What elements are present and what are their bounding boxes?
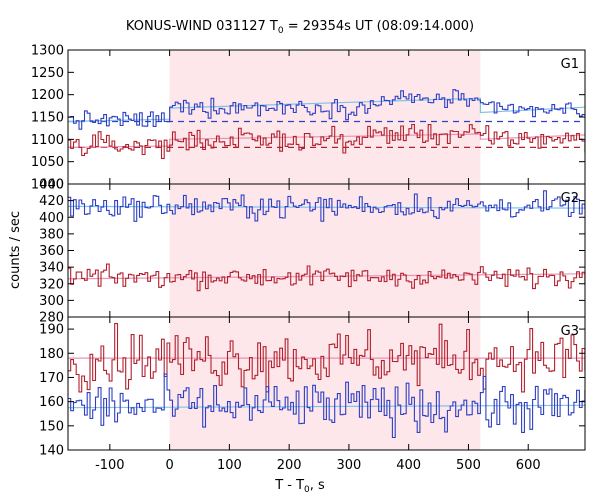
y-tick-label: 150 [39, 419, 64, 434]
chart-title-main: KONUS-WIND 031127 T [125, 19, 278, 34]
x-tick-label: -100 [95, 458, 125, 473]
panel-g1: 1000 1050 1100 1150 1200 1250 1300 G1 [31, 44, 586, 193]
series-trace-blue [68, 190, 586, 222]
y-tick-label: 1100 [31, 133, 64, 148]
fit-line-red [67, 273, 586, 280]
y-tick-label: 280 [39, 311, 64, 326]
x-tick-label: 500 [456, 458, 481, 473]
chart-title-subscript: 0 [277, 26, 284, 36]
panel-frame [67, 316, 586, 451]
panel-label: G2 [561, 191, 579, 206]
x-tick-label: 200 [277, 458, 302, 473]
y-tick-label: 1250 [31, 66, 64, 81]
panel-label: G1 [561, 57, 579, 72]
x-axis-label-rest: , s [309, 478, 325, 493]
series-trace-red [68, 263, 586, 292]
x-axis-label-main: T - T [275, 478, 305, 493]
y-tick-label: 190 [39, 323, 64, 338]
y-tick-label: 380 [39, 227, 64, 242]
x-axis-label: T - T0, s [0, 478, 600, 495]
series-trace-blue [68, 89, 586, 130]
y-tick-label: 440 [39, 178, 64, 193]
series-trace-red [68, 323, 586, 393]
y-tick-label: 1050 [31, 155, 64, 170]
panel-label: G3 [561, 324, 579, 339]
chart-title: KONUS-WIND 031127 T0 = 29354s UT (08:09:… [0, 19, 600, 36]
y-tick-label: 1200 [31, 88, 64, 103]
panel-g3: 140 150 160 170 180 190 G3 [39, 316, 586, 459]
y-tick-label: 160 [39, 395, 64, 410]
y-tick-label: 140 [39, 444, 64, 459]
x-tick-label: 300 [336, 458, 361, 473]
y-tick-label: 340 [39, 261, 64, 276]
highlight-interval [169, 50, 481, 450]
x-axis-label-subscript: 0 [304, 485, 310, 495]
series-trace-red [68, 123, 586, 160]
y-tick-label: 1000 [31, 178, 64, 193]
x-tick-label: 400 [396, 458, 421, 473]
y-tick-label: 170 [39, 371, 64, 386]
x-tick-label: 100 [217, 458, 242, 473]
y-tick-label: 360 [39, 244, 64, 259]
chart-title-rest: = 29354s UT (08:09:14.000) [283, 19, 475, 34]
series-trace-blue [68, 373, 586, 439]
y-tick-label: 400 [39, 211, 64, 226]
y-tick-label: 1300 [31, 44, 64, 59]
y-tick-label: 180 [39, 347, 64, 362]
y-tick-label: 320 [39, 277, 64, 292]
y-tick-label: 300 [39, 294, 64, 309]
y-axis-label: counts / sec [8, 211, 23, 290]
y-tick-label: 420 [39, 194, 64, 209]
y-tick-label: 1150 [31, 111, 64, 126]
x-tick-label: 600 [516, 458, 541, 473]
x-tick-label: 0 [165, 458, 173, 473]
